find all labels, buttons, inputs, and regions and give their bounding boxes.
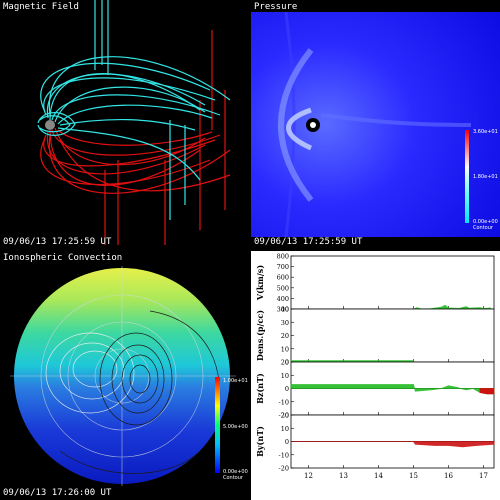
pressure-timestamp: 09/06/13 17:25:59 UT — [254, 237, 363, 247]
series-frame-0 — [290, 255, 495, 310]
red-field-lines — [40, 30, 231, 245]
series-negative-tail — [479, 388, 495, 395]
white-contours — [45, 332, 135, 414]
pressure-colorbar-mid: 1.80e+01 — [473, 174, 498, 180]
magnetic-field-render — [37, 0, 231, 245]
y-tick-label: 700 — [277, 263, 289, 271]
solar-wind-timeseries-chart: 800 700 600 500 400 300 V(km/s) 40 30 20 10 0 Dens.(… — [255, 253, 495, 480]
pressure-colorbar-max: 3.60e+01 — [473, 129, 498, 135]
series-frame-1 — [290, 308, 495, 363]
pressure-panel: 3.60e+01 1.80e+01 0.00e+00 Contour Press… — [251, 0, 500, 249]
earth-icon — [45, 120, 55, 130]
ionospheric-convection-panel: 1.00e+01 5.00e+00 0.00e+00 Contour Ionos… — [0, 251, 249, 500]
magnetic-field-panel: Magnetic Field 09/06/13 17:25:59 UT — [0, 0, 249, 249]
pressure-title: Pressure — [254, 2, 298, 12]
ionosphere-colorbar-mid: 5.00e+00 — [223, 424, 248, 430]
magnetic-field-timestamp: 09/06/13 17:25:59 UT — [3, 237, 112, 247]
ionosphere-colorbar-max: 1.00e+01 — [223, 378, 248, 384]
x-tick-label: 14 — [374, 472, 383, 480]
x-tick-label: 12 — [304, 472, 313, 480]
y-tick-label: 0 — [285, 438, 289, 446]
y-tick-label: 300 — [277, 306, 289, 314]
y-tick-label: 10 — [281, 372, 289, 380]
ionosphere-colorbar — [215, 377, 220, 473]
y-tick-label: 20 — [281, 332, 289, 340]
series-ylabel-2: Bz(nT) — [255, 373, 265, 404]
ionosphere-colorbar-min: 0.00e+00 — [223, 469, 248, 475]
solar-wind-timeseries-panel: 800 700 600 500 400 300 V(km/s) 40 30 20 10 0 Dens.(… — [251, 251, 500, 500]
ionospheric-convection-render: 1.00e+01 5.00e+00 0.00e+00 Contour — [10, 266, 248, 486]
series-ylabel-1: Dens.(p/cc) — [255, 310, 265, 361]
ionospheric-convection-timestamp: 09/06/13 17:26:00 UT — [3, 488, 112, 498]
pressure-render: 3.60e+01 1.80e+01 0.00e+00 Contour — [251, 11, 500, 238]
ionosphere-colorbar-label: Contour — [223, 475, 244, 481]
y-tick-label: 600 — [277, 274, 289, 282]
y-tick-label: 30 — [281, 319, 289, 327]
cyan-field-lines — [37, 0, 231, 220]
x-tick-label: 13 — [339, 472, 348, 480]
black-contours — [59, 310, 221, 474]
y-tick-label: 500 — [277, 284, 289, 292]
bow-shock — [278, 48, 314, 202]
y-tick-label: 400 — [277, 295, 289, 303]
series-ylabel-0: V(km/s) — [255, 265, 265, 301]
pressure-colorbar-min: 0.00e+00 — [473, 219, 498, 225]
x-tick-label: 16 — [444, 472, 453, 480]
y-tick-label: -10 — [279, 451, 289, 459]
y-tick-label: 40 — [281, 306, 289, 314]
y-tick-label: 20 — [281, 359, 289, 367]
x-tick-label: 15 — [409, 472, 418, 480]
y-tick-label: 0 — [285, 385, 289, 393]
x-tick-label: 17 — [479, 472, 488, 480]
y-tick-label: 800 — [277, 253, 289, 261]
y-tick-label: -10 — [279, 398, 289, 406]
y-tick-label: 20 — [281, 412, 289, 420]
pressure-colorbar — [465, 130, 469, 223]
series-line-3 — [291, 441, 495, 448]
y-tick-label: -20 — [279, 412, 289, 420]
y-tick-label: 10 — [281, 345, 289, 353]
ionospheric-convection-title: Ionospheric Convection — [3, 253, 123, 263]
magnetic-field-title: Magnetic Field — [3, 2, 79, 12]
y-tick-label: -20 — [279, 465, 289, 473]
series-ylabel-3: By(nT) — [255, 426, 265, 457]
y-tick-label: 0 — [285, 359, 289, 367]
y-tick-label: 10 — [281, 425, 289, 433]
pressure-colorbar-label: Contour — [473, 225, 494, 231]
